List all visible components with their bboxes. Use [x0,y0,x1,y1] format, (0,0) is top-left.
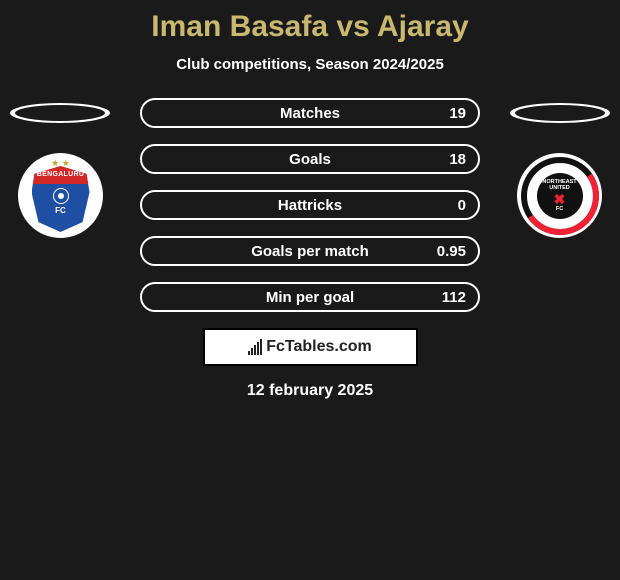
stat-row: Hattricks 0 [140,190,480,220]
content-row: ★ ★ BENGALURU FC NORTHEASTUNITED ✖ FC Ma… [0,98,620,312]
stat-row: Min per goal 112 [140,282,480,312]
stat-row: Goals 18 [140,144,480,174]
ball-icon [53,188,69,204]
club-logo-right: NORTHEASTUNITED ✖ FC [517,153,602,238]
stat-label: Goals per match [142,243,478,260]
stat-row: Matches 19 [140,98,480,128]
stat-label: Min per goal [142,289,478,306]
stat-label: Matches [142,105,478,122]
stat-label: Hattricks [142,197,478,214]
player-right-name-inner [515,105,605,121]
logo-left-shield: BENGALURU FC [32,166,90,232]
logo-left-shield-text: BENGALURU [32,166,90,184]
player-right-name-pill [510,103,610,123]
generated-date: 12 february 2025 [0,382,620,400]
stats-list: Matches 19 Goals 18 Hattricks 0 Goals pe… [140,98,480,312]
brand-attribution: FcTables.com [203,328,418,366]
stat-right-value: 112 [442,289,466,306]
player-left-name-pill [10,103,110,123]
logo-right-ring: NORTHEASTUNITED ✖ FC [521,157,599,235]
bar-chart-icon [248,339,262,355]
logo-right-center: NORTHEASTUNITED ✖ FC [537,173,583,219]
logo-left-fc: FC [55,206,66,215]
brand-text: FcTables.com [266,338,372,356]
stat-row: Goals per match 0.95 [140,236,480,266]
player-left-name-inner [15,105,105,121]
page-title: Iman Basafa vs Ajaray [0,0,620,44]
stat-label: Goals [142,151,478,168]
comparison-infographic: Iman Basafa vs Ajaray Club competitions,… [0,0,620,580]
stat-right-value: 18 [449,151,466,168]
page-subtitle: Club competitions, Season 2024/2025 [0,56,620,73]
logo-right-text-bot: FC [556,206,563,213]
stat-right-value: 19 [449,105,466,122]
club-logo-left: ★ ★ BENGALURU FC [18,153,103,238]
stat-right-value: 0 [458,197,466,214]
stat-right-value: 0.95 [437,243,466,260]
logo-right-x-icon: ✖ [554,192,566,206]
logo-right-text-top: NORTHEASTUNITED [542,179,576,192]
